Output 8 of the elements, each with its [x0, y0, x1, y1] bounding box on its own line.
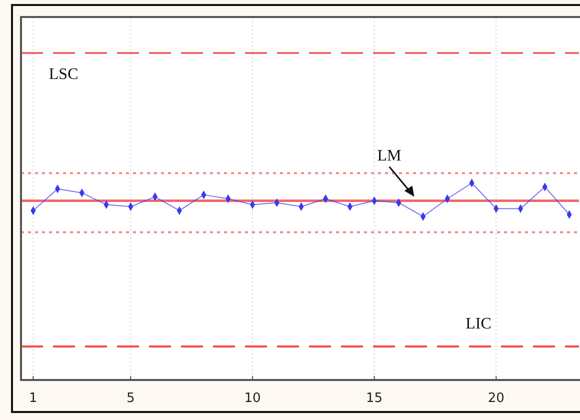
x-tick-label: 15	[366, 391, 383, 406]
x-tick-label: 10	[244, 391, 261, 406]
x-tick-label: 20	[488, 391, 504, 406]
ref-line-label: LSC	[48, 66, 78, 83]
x-tick-label: 5	[126, 391, 135, 406]
ref-line-label: LM	[377, 148, 402, 165]
x-tick-label: 1	[29, 391, 38, 406]
ref-line-label: LIC	[466, 316, 492, 333]
